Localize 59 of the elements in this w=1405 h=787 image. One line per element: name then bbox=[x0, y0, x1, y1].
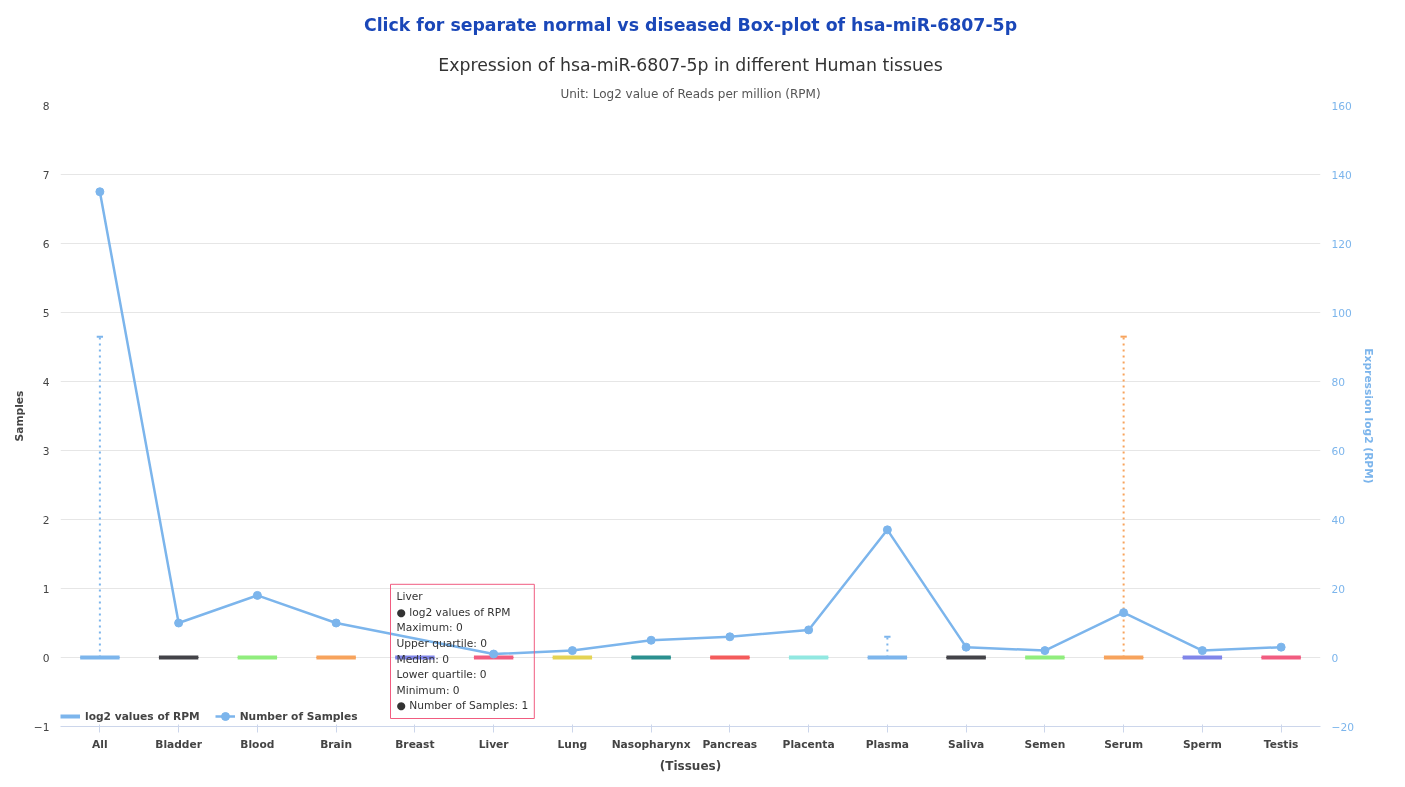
x-tick-label: Saliva bbox=[947, 737, 985, 751]
point bbox=[252, 590, 262, 600]
x-tick-label: Testis bbox=[1263, 737, 1299, 751]
y2-tick-label: 120 bbox=[1331, 237, 1353, 251]
point bbox=[331, 618, 341, 628]
point bbox=[489, 649, 499, 659]
y-axis-title: Samples bbox=[12, 390, 26, 442]
y-tick-label: 6 bbox=[42, 237, 50, 251]
x-tick-label: Semen bbox=[1024, 737, 1066, 751]
x-tick-label: Placenta bbox=[782, 737, 835, 751]
point bbox=[174, 618, 184, 628]
x-tick-label: Breast bbox=[395, 737, 435, 751]
point bbox=[567, 646, 577, 656]
point bbox=[961, 642, 971, 652]
chart-subtitle: Unit: Log2 value of Reads per million (RPM) bbox=[560, 86, 821, 101]
y2-tick-label: 60 bbox=[1331, 444, 1346, 458]
x-tick-label: Blood bbox=[240, 737, 275, 751]
y-tick-label: −1 bbox=[33, 720, 50, 734]
y-tick-label: 0 bbox=[42, 651, 50, 665]
point bbox=[1197, 646, 1207, 656]
y-tick-label: 4 bbox=[42, 375, 50, 389]
y2-tick-label: −20 bbox=[1331, 720, 1355, 734]
y2-tick-label: 40 bbox=[1331, 513, 1346, 527]
y2-tick-label: 100 bbox=[1331, 306, 1353, 320]
y-tick-label: 3 bbox=[42, 444, 50, 458]
x-tick-label: Brain bbox=[320, 737, 353, 751]
y-tick-label: 7 bbox=[42, 168, 50, 182]
point bbox=[882, 525, 892, 535]
y2-tick-label: 160 bbox=[1331, 99, 1353, 113]
y2-tick-label: 20 bbox=[1331, 582, 1346, 596]
x-tick-label: Lung bbox=[557, 737, 588, 751]
y2-tick-label: 0 bbox=[1331, 651, 1339, 665]
x-tick-label: Pancreas bbox=[702, 737, 758, 751]
x-tick-label: Sperm bbox=[1182, 737, 1222, 751]
y2-tick-label: 80 bbox=[1331, 375, 1346, 389]
y2-axis-title: Expression log2 (RPM) bbox=[1361, 348, 1375, 484]
y-tick-label: 8 bbox=[42, 99, 50, 113]
y-tick-label: 1 bbox=[42, 582, 50, 596]
legend-label: Number of Samples bbox=[239, 709, 358, 723]
point bbox=[1276, 642, 1286, 652]
point bbox=[725, 632, 735, 642]
text: Click for separate normal vs diseased Box-plot of hsa-miR-6807-5p bbox=[363, 15, 1018, 35]
x-tick-label: Serum bbox=[1104, 737, 1144, 751]
chart-title: Expression of hsa-miR-6807-5p in different Human tissues bbox=[438, 54, 943, 75]
legend-label: log2 values of RPM bbox=[85, 709, 200, 723]
point bbox=[646, 635, 656, 645]
y2-tick-label: 140 bbox=[1331, 168, 1353, 182]
x-tick-label: All bbox=[92, 737, 108, 751]
x-tick-label: Bladder bbox=[155, 737, 203, 751]
x-tick-label: Plasma bbox=[865, 737, 910, 751]
x-axis-title: (Tissues) bbox=[659, 758, 722, 773]
y-tick-label: 5 bbox=[42, 306, 50, 320]
point bbox=[804, 625, 814, 635]
point bbox=[95, 187, 105, 197]
point bbox=[1119, 608, 1129, 618]
x-tick-label: Nasopharynx bbox=[611, 737, 691, 751]
y-tick-label: 2 bbox=[42, 513, 50, 527]
x-tick-label: Liver bbox=[478, 737, 510, 751]
point bbox=[1040, 646, 1050, 656]
